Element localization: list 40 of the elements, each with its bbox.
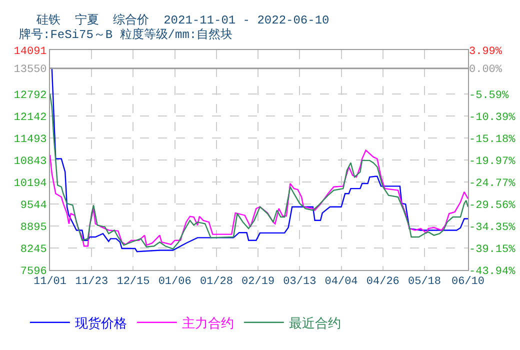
x-tick-label: 11/23: [75, 276, 108, 288]
y2-tick-label: 3.99%: [469, 46, 502, 58]
y-tick-label: 9544: [20, 200, 48, 212]
y2-tick-label: -34.35%: [469, 222, 516, 234]
y2-tick-label: -15.18%: [469, 134, 516, 146]
y-tick-label: 10194: [14, 178, 48, 190]
x-tick-label: 04/04: [324, 276, 358, 288]
y-tick-label: 12792: [14, 90, 47, 102]
y-tick-label: 11493: [14, 134, 47, 146]
x-tick-label: 02/19: [242, 276, 275, 288]
line-series: [50, 150, 468, 247]
y2-tick-label: 0.00%: [469, 64, 502, 76]
y-tick-label: 13550: [14, 64, 47, 76]
y-tick-label: 8895: [20, 222, 47, 234]
x-tick-label: 04/26: [366, 276, 400, 288]
y-tick-label: 14091: [14, 46, 48, 58]
legend-label: 主力合约: [182, 315, 234, 332]
y-tick-label: 10843: [14, 156, 47, 168]
x-tick-label: 12/15: [116, 276, 150, 288]
line-series: [50, 93, 468, 250]
y2-tick-label: -19.97%: [469, 156, 516, 168]
y2-tick-label: -39.15%: [469, 244, 516, 256]
x-tick-label: 01/28: [200, 276, 233, 288]
legend-label: 现货价格: [74, 316, 127, 332]
y-tick-label: 8245: [20, 244, 47, 256]
x-tick-label: 11/01: [33, 276, 67, 288]
chart-title: 硅铁 宁夏 综合价 2021-11-01 - 2022-06-10: [35, 12, 330, 28]
line-series: [50, 68, 468, 252]
y2-tick-label: -5.59%: [469, 90, 510, 102]
x-tick-label: 06/10: [451, 276, 485, 288]
legend-label: 最近合约: [288, 316, 341, 332]
y-tick-label: 7596: [20, 266, 47, 278]
y2-tick-label: -24.77%: [469, 178, 516, 190]
y2-tick-label: -29.56%: [469, 200, 516, 212]
x-tick-label: 03/13: [283, 276, 316, 288]
y-tick-label: 12142: [14, 112, 47, 124]
x-tick-label: 01/06: [158, 276, 192, 288]
chart-subtitle: 牌号:FeSi75～B 粒度等级/mm:自然块: [19, 27, 233, 42]
x-tick-label: 05/18: [408, 276, 442, 288]
y2-tick-label: -10.39%: [469, 112, 516, 124]
